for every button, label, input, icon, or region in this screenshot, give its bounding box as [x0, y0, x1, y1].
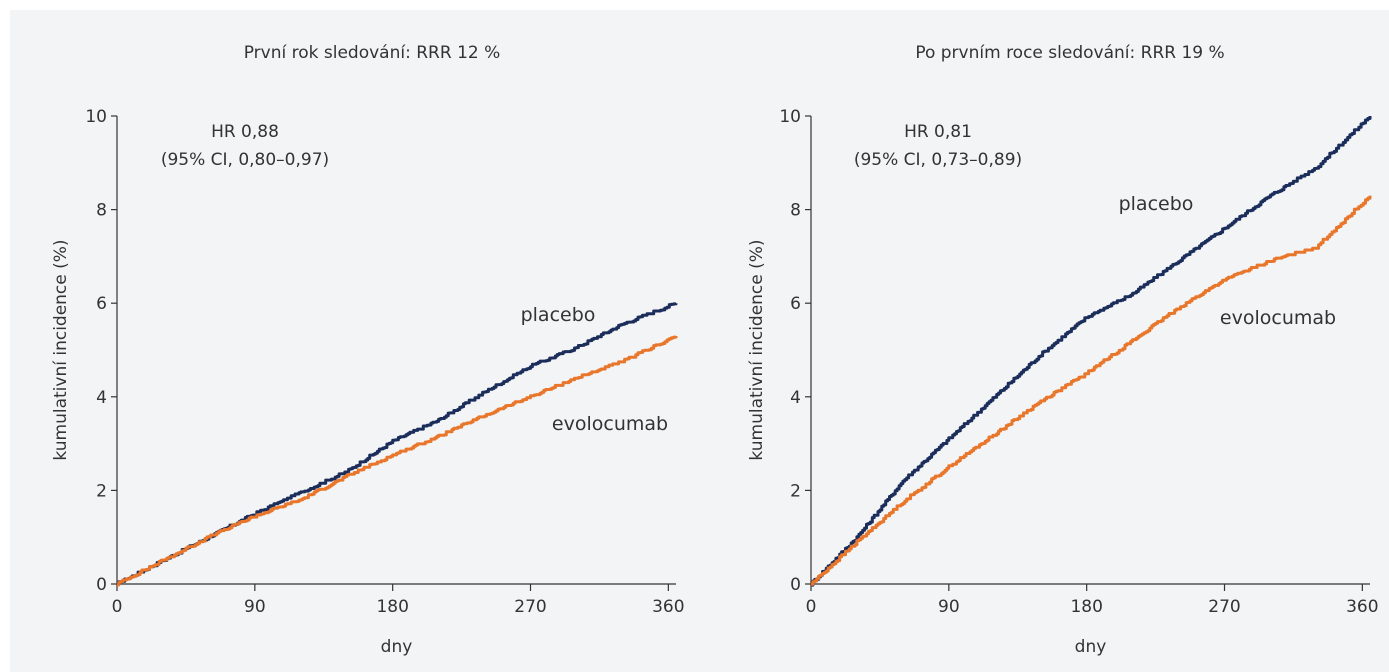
chart-panel-1: První rok sledování: RRR 12 % 0 2 4 6 8 10 0 90 1…: [51, 43, 685, 657]
y-tick-label: 10: [779, 107, 801, 127]
y-tick-label: 8: [96, 201, 107, 221]
x-tick-label: 270: [514, 597, 546, 617]
x-tick-label: 360: [1346, 597, 1378, 617]
y-tick-label: 8: [790, 201, 801, 221]
x-axis-label: dny: [1075, 637, 1107, 657]
x-tick-label: 360: [652, 597, 684, 617]
series-label-evolocumab: evolocumab: [552, 413, 668, 435]
series-label-evolocumab: evolocumab: [1220, 307, 1336, 329]
y-tick-label: 4: [790, 388, 801, 408]
hazard-ratio-annotation: (95% CI, 0,73–0,89): [854, 150, 1022, 170]
chart-title: První rok sledování: RRR 12 %: [244, 43, 501, 63]
series-label-placebo: placebo: [521, 304, 596, 326]
series-label-placebo: placebo: [1119, 193, 1194, 215]
y-tick-label: 2: [96, 481, 107, 501]
y-tick-label: 6: [790, 294, 801, 314]
figure-background: [10, 10, 1389, 672]
y-axis-label: kumulativní incidence (%): [51, 239, 71, 460]
x-axis-label: dny: [381, 637, 413, 657]
x-tick-label: 90: [938, 597, 960, 617]
y-tick-label: 0: [96, 575, 107, 595]
hazard-ratio-annotation: (95% CI, 0,80–0,97): [161, 150, 329, 170]
y-axis-label: kumulativní incidence (%): [747, 239, 767, 460]
x-tick-label: 270: [1208, 597, 1240, 617]
x-tick-label: 180: [1070, 597, 1102, 617]
y-tick-label: 10: [85, 107, 107, 127]
y-tick-label: 6: [96, 294, 107, 314]
y-tick-label: 0: [790, 575, 801, 595]
x-tick-label: 90: [244, 597, 266, 617]
chart-title: Po prvním roce sledování: RRR 19 %: [915, 43, 1224, 63]
x-tick-label: 180: [376, 597, 408, 617]
series-line-evolocumab: [117, 335, 678, 587]
x-tick-label: 0: [112, 597, 123, 617]
chart-panel-2: Po prvním roce sledování: RRR 19 % 0 2 4 6 8 1…: [747, 43, 1379, 657]
series-line-evolocumab: [811, 195, 1372, 586]
y-tick-label: 4: [96, 388, 107, 408]
x-tick-label: 0: [806, 597, 817, 617]
hazard-ratio-annotation: HR 0,81: [904, 122, 972, 142]
series-line-placebo: [811, 116, 1372, 587]
hazard-ratio-annotation: HR 0,88: [211, 122, 279, 142]
y-tick-label: 2: [790, 481, 801, 501]
